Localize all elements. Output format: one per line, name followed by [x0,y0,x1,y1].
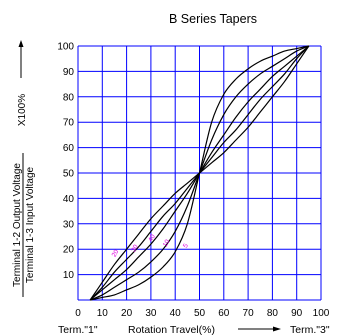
x-arrow-head [273,326,281,332]
y-multiplier-label: X100% [17,94,28,126]
x-right-terminal-label: Term."3" [290,324,330,336]
chart-title: B Series Tapers [169,12,257,26]
y-multiplier: X100% [17,94,28,126]
y-axis-label-denominator: Terminal 1-3 Input Voltage [25,166,36,283]
taper-curve-5 [90,45,309,301]
y-tick-label: 80 [63,92,75,103]
y-tick-labels: 10 20 30 40 50 60 70 80 90 100 [57,42,74,282]
y-tick-label: 50 [63,169,75,180]
x-tick-label: 50 [194,308,206,319]
curve-label-10: 10 [162,238,172,248]
x-tick-label: 90 [291,308,303,319]
y-tick-label: 40 [63,194,75,205]
taper-curves [89,45,310,301]
y-axis-label-numerator: Terminal 1-2 Output Voltage [12,163,23,287]
y-arrow [18,40,24,78]
x-tick-label: 10 [97,308,109,319]
x-tick-label: 100 [313,308,330,319]
x-axis-label: Rotation Travel(%) [128,324,215,336]
curve-label-30: 30 [130,243,140,253]
y-tick-label: 20 [63,245,75,256]
x-tick-label: 20 [121,308,133,319]
y-axis-label: Terminal 1-2 Output Voltage Terminal 1-3… [12,153,36,297]
x-tick-label: 80 [267,308,279,319]
curve-label-20: 20 [111,248,121,258]
x-left-terminal-label: Term."1" [58,324,98,336]
x-tick-labels: 0 10 20 30 40 50 60 70 80 90 100 [75,308,330,319]
curve-label-5: 5 [182,242,190,249]
y-tick-label: 60 [63,143,75,154]
x-arrow [238,326,281,332]
x-tick-label: 70 [243,308,255,319]
y-tick-label: 30 [63,219,75,230]
y-tick-label: 90 [63,67,75,78]
curve-labels: 20 30 40 10 5 [111,233,190,258]
x-tick-label: 40 [170,308,182,319]
grid [77,45,322,301]
y-arrow-head [18,40,24,47]
y-tick-label: 10 [63,270,75,281]
y-tick-label: 100 [57,42,74,53]
x-tick-label: 60 [218,308,230,319]
x-tick-label: 30 [145,308,157,319]
x-tick-label: 0 [75,308,81,319]
curve-label-40: 40 [147,233,157,243]
y-tick-label: 70 [63,118,75,129]
